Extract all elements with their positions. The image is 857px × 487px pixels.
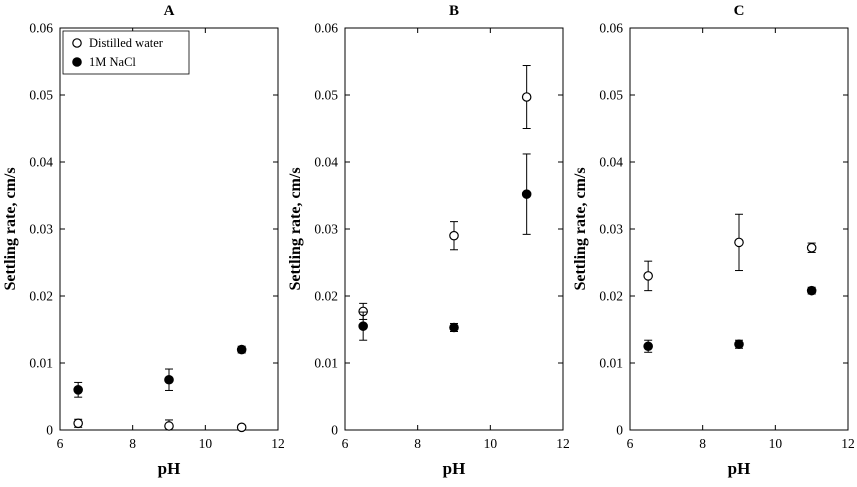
panel-title: B	[449, 3, 459, 19]
x-tick-label: 10	[199, 436, 213, 451]
y-tick-label: 0.05	[314, 88, 338, 103]
data-point-marker	[734, 237, 744, 248]
x-tick-label: 10	[484, 436, 498, 451]
y-tick-label: 0.06	[29, 21, 53, 36]
x-tick-label: 6	[342, 436, 349, 451]
x-tick-label: 8	[699, 436, 706, 451]
y-tick-label: 0.01	[314, 356, 338, 371]
data-point-marker	[358, 321, 368, 331]
legend-box	[62, 30, 190, 75]
x-tick-label: 8	[129, 436, 136, 451]
x-tick-label: 6	[57, 436, 64, 451]
y-tick-label: 0.04	[314, 155, 338, 170]
data-point-marker	[73, 384, 83, 395]
x-tick-label: 6	[627, 436, 634, 451]
x-axis-label: pH	[728, 459, 751, 478]
x-axis-label: pH	[158, 459, 181, 478]
x-axis-label: pH	[443, 459, 466, 478]
legend-entry-label: 1M NaCl	[89, 55, 136, 69]
data-point-marker	[236, 344, 247, 355]
y-tick-label: 0	[616, 423, 623, 438]
x-tick-label: 12	[556, 436, 570, 451]
y-tick-label: 0.03	[599, 222, 623, 237]
y-axis-label: Settling rate, cm/s	[287, 167, 304, 290]
legend-entry-label: Distilled water	[89, 36, 164, 50]
series-distilled-water	[73, 418, 247, 433]
y-tick-label: 0.05	[29, 88, 53, 103]
legend-marker	[72, 38, 82, 48]
series-distilled-water	[358, 65, 532, 320]
data-point-marker	[73, 418, 83, 429]
legend: Distilled water 1M NaCl	[62, 30, 190, 75]
data-point-marker	[643, 341, 653, 352]
x-tick-label: 12	[271, 436, 285, 451]
y-tick-label: 0.01	[599, 356, 623, 371]
y-tick-label: 0	[46, 423, 53, 438]
y-tick-label: 0.06	[314, 21, 338, 36]
data-point-marker	[521, 92, 532, 102]
series-distilled-water	[643, 213, 817, 292]
data-point-marker	[164, 374, 174, 385]
y-tick-label: 0.01	[29, 356, 53, 371]
series-1m-nacl	[358, 153, 532, 341]
data-point-marker	[164, 421, 174, 431]
y-tick-label: 0.03	[314, 222, 338, 237]
x-tick-label: 8	[414, 436, 421, 451]
y-tick-label: 0.03	[29, 222, 53, 237]
y-axis-label: Settling rate, cm/s	[2, 167, 19, 290]
y-tick-label: 0.04	[29, 155, 53, 170]
data-point-marker	[643, 271, 653, 281]
series-1m-nacl	[643, 285, 817, 353]
x-tick-label: 12	[841, 436, 855, 451]
y-tick-label: 0.06	[599, 21, 623, 36]
y-tick-label: 0.04	[599, 155, 623, 170]
y-tick-label: 0.02	[599, 289, 623, 304]
data-point-marker	[521, 189, 532, 199]
data-point-marker	[806, 285, 817, 296]
data-point-marker	[236, 422, 247, 433]
series-1m-nacl	[73, 344, 247, 398]
y-axis-label: Settling rate, cm/s	[572, 167, 589, 290]
chart-svg-b: 6 8 10 12 0 0.01 0.02 0.03 0.04 0.05 0.06 BpH Settli…	[287, 3, 570, 478]
chart-svg-a: 6 8 10 12 0 0.01 0.02 0.03 0.04 0.05 0.06 ApH Settli…	[2, 3, 285, 478]
y-tick-label: 0.02	[314, 289, 338, 304]
chart-svg-c: 6 8 10 12 0 0.01 0.02 0.03 0.04 0.05 0.06 CpH Settli…	[572, 3, 855, 478]
x-tick-label: 10	[769, 436, 783, 451]
y-tick-label: 0.05	[599, 88, 623, 103]
data-point-marker	[449, 322, 459, 333]
panel-title: A	[164, 3, 175, 19]
y-tick-label: 0	[331, 423, 338, 438]
panel-title: C	[734, 3, 745, 19]
data-point-marker	[449, 230, 459, 241]
data-point-marker	[806, 242, 817, 253]
legend-marker	[72, 57, 82, 67]
data-point-marker	[734, 339, 744, 350]
y-tick-label: 0.02	[29, 289, 53, 304]
